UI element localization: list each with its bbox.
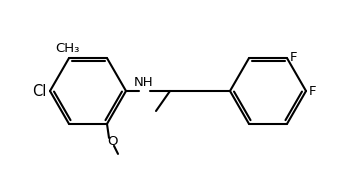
Text: CH₃: CH₃: [55, 42, 79, 55]
Text: NH: NH: [134, 76, 154, 89]
Text: O: O: [107, 135, 117, 148]
Text: F: F: [309, 84, 316, 98]
Text: Cl: Cl: [32, 83, 46, 98]
Text: F: F: [290, 51, 297, 64]
